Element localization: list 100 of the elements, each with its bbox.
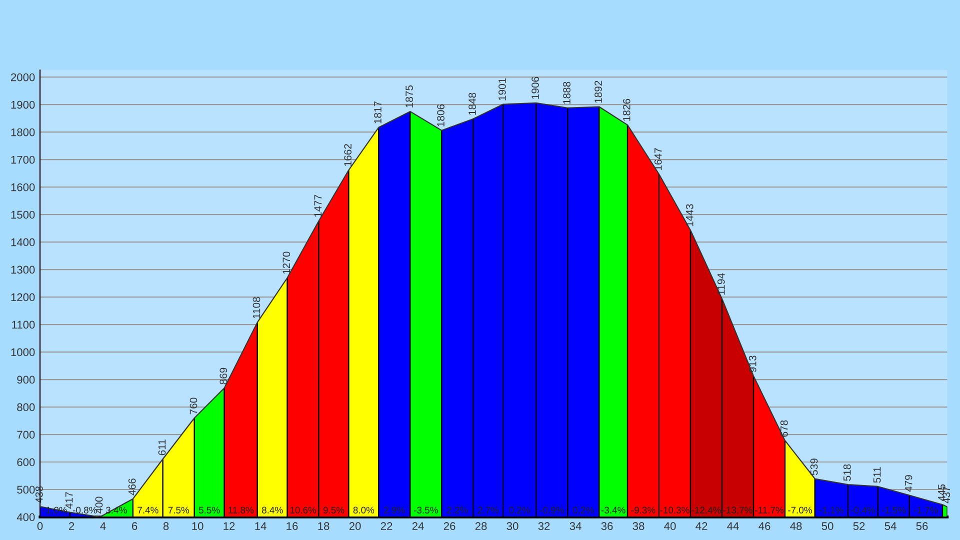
x-tick-label: 16 (286, 522, 298, 530)
annotation: -1.1% (820, 506, 844, 514)
annotation: -3.5% (414, 506, 438, 514)
data-label: 1817 (374, 101, 382, 124)
y-tick-label: 500 (17, 486, 35, 494)
y-tick-label: 1100 (12, 320, 35, 329)
annotation: 8.0% (353, 506, 374, 514)
data-label: 438 (35, 486, 43, 504)
x-tick-label: 36 (601, 522, 613, 530)
data-label: 1806 (437, 104, 444, 126)
y-tick-label: 1400 (11, 238, 35, 246)
y-tick-label: 1900 (11, 100, 35, 109)
x-tick-label: 0 (37, 522, 43, 530)
x-tick-label: 22 (380, 522, 392, 530)
data-label: 869 (220, 368, 228, 384)
data-label: 1906 (532, 76, 539, 99)
y-tick-label: 1000 (11, 348, 35, 356)
data-label: 1647 (654, 148, 662, 170)
data-label: 417 (65, 492, 73, 509)
annotation: -1.7% (914, 506, 938, 514)
y-tick-label: 900 (17, 376, 35, 384)
annotation: 2.7% (478, 506, 499, 514)
data-label: 518 (843, 464, 851, 481)
y-tick-label: 1200 (11, 293, 35, 302)
x-tick-label: 32 (538, 522, 550, 530)
x-tick-label: 10 (192, 522, 204, 530)
x-tick-label: 50 (822, 522, 834, 530)
y-tick-label: 1300 (11, 266, 35, 274)
data-label: 1662 (344, 144, 352, 166)
annotation: 8.4% (262, 506, 283, 514)
data-label: 539 (810, 458, 818, 476)
x-tick-label: 48 (790, 522, 802, 530)
annotation: 11.8% (228, 506, 254, 514)
annotation: 0.2% (509, 506, 530, 514)
y-tick-label: 2000 (11, 73, 35, 82)
x-tick-label: 42 (696, 522, 708, 530)
x-tick-label: 44 (727, 522, 739, 530)
y-tick-label: 600 (17, 458, 35, 466)
annotation: -9.3% (631, 506, 656, 514)
y-tick-label: 800 (17, 403, 35, 412)
data-label: 479 (904, 475, 912, 492)
x-tick-label: 18 (318, 522, 330, 530)
annotation: 2.9% (384, 506, 405, 514)
y-tick-label: 1500 (11, 210, 35, 219)
annotation: -3.4% (601, 506, 626, 514)
y-tick-label: 1800 (11, 128, 35, 136)
annotation: -0.4% (851, 506, 875, 514)
data-label: 400 (95, 496, 103, 514)
annotation: 7.5% (168, 506, 190, 514)
x-tick-label: 4 (100, 522, 106, 530)
x-tick-label: 6 (132, 522, 138, 530)
annotation: 9.5% (323, 506, 344, 514)
y-tick-label: 400 (16, 513, 35, 522)
x-tick-label: 2 (69, 522, 74, 530)
annotation: -12.4% (692, 506, 721, 514)
annotation: -13.7% (723, 506, 752, 514)
data-label: 913 (748, 356, 756, 372)
x-tick-label: 52 (853, 522, 865, 530)
data-label: 1826 (622, 98, 630, 121)
data-label: 760 (190, 398, 198, 414)
annotation: -0.8% (73, 506, 97, 514)
y-tick-label: 700 (17, 430, 35, 439)
data-label: 1875 (406, 85, 413, 108)
annotation: 5.5% (198, 506, 220, 514)
y-tick-label: 1600 (11, 183, 35, 192)
data-label: 1108 (252, 297, 260, 318)
annotation: -0.9% (540, 506, 564, 514)
x-tick-label: 12 (224, 522, 235, 530)
x-tick-label: 8 (163, 522, 169, 530)
x-tick-label: 54 (884, 522, 896, 530)
x-tick-label: 28 (475, 522, 487, 530)
annotation: -1.5% (882, 506, 906, 514)
annotation: -11.7% (755, 506, 784, 514)
data-label: 466 (128, 478, 136, 496)
data-label: 1443 (686, 204, 694, 226)
data-label: 611 (158, 440, 166, 456)
data-label: 678 (780, 420, 788, 437)
x-tick-label: 26 (444, 522, 456, 530)
x-tick-label: 14 (255, 522, 266, 530)
x-tick-label: 38 (632, 522, 644, 530)
x-tick-label: 24 (412, 522, 424, 530)
annotation: 10.6% (290, 506, 316, 514)
data-label: 1194 (717, 273, 725, 295)
x-tick-label: 30 (506, 522, 518, 530)
annotation: 7.4% (138, 506, 158, 514)
data-label: 1888 (563, 82, 570, 104)
data-label: 1892 (594, 80, 602, 103)
x-tick-label: 40 (664, 522, 676, 530)
annotation: -7.0% (788, 506, 812, 514)
y-tick-label: 1700 (11, 156, 35, 164)
annotation: 2.2% (447, 506, 468, 514)
annotation: -10.3% (660, 506, 690, 514)
data-label: 511 (873, 467, 881, 483)
data-label: 1477 (314, 194, 322, 217)
x-tick-label: 20 (349, 522, 361, 530)
data-label: 1901 (498, 78, 506, 100)
data-label: 1848 (468, 92, 476, 115)
data-label: 1270 (282, 252, 290, 274)
annotation: 0.2% (573, 506, 594, 514)
x-tick-label: 46 (758, 522, 770, 530)
